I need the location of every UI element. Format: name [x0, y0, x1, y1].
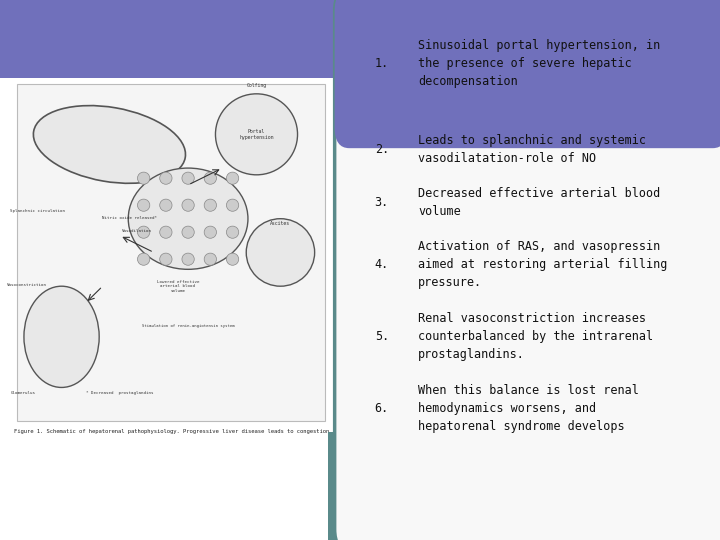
Text: Splanchnic circulation: Splanchnic circulation	[10, 209, 66, 213]
Circle shape	[204, 226, 217, 238]
FancyBboxPatch shape	[335, 0, 720, 148]
Text: Stimulation of renin-angiotensin system: Stimulation of renin-angiotensin system	[142, 323, 235, 328]
Circle shape	[182, 226, 194, 238]
Text: Figure 1. Schematic of hepatorenal pathophysiology. Progressive liver disease le: Figure 1. Schematic of hepatorenal patho…	[14, 429, 720, 434]
Text: 6.: 6.	[374, 402, 389, 415]
Circle shape	[160, 199, 172, 211]
Circle shape	[182, 172, 194, 184]
FancyBboxPatch shape	[335, 0, 720, 540]
Circle shape	[182, 199, 194, 211]
Circle shape	[138, 253, 150, 265]
Text: Activation of RAS, and vasopressin
aimed at restoring arterial filling
pressure.: Activation of RAS, and vasopressin aimed…	[418, 240, 667, 289]
Circle shape	[226, 253, 239, 265]
Circle shape	[160, 226, 172, 238]
Text: Sinusoidal portal hypertension, in
the presence of severe hepatic
decompensation: Sinusoidal portal hypertension, in the p…	[418, 39, 660, 89]
Circle shape	[246, 219, 315, 286]
Ellipse shape	[128, 168, 248, 269]
Circle shape	[226, 199, 239, 211]
Text: Lowered effective
arterial blood
volume: Lowered effective arterial blood volume	[156, 280, 199, 293]
Ellipse shape	[33, 106, 186, 183]
Text: Glomerulus: Glomerulus	[10, 391, 35, 395]
Circle shape	[160, 253, 172, 265]
Circle shape	[204, 199, 217, 211]
Text: Nitric oxide released*: Nitric oxide released*	[102, 215, 158, 220]
Circle shape	[182, 253, 194, 265]
Text: Vasoconstriction: Vasoconstriction	[7, 283, 47, 287]
Bar	[17, 84, 325, 421]
Text: Vasodilation: Vasodilation	[122, 229, 152, 233]
Bar	[328, 432, 342, 540]
Circle shape	[138, 199, 150, 211]
Text: When this balance is lost renal
hemodynamics worsens, and
hepatorenal syndrome d: When this balance is lost renal hemodyna…	[418, 384, 639, 433]
Text: 1.: 1.	[374, 57, 389, 70]
Circle shape	[138, 226, 150, 238]
Text: Renal vasoconstriction increases
counterbalanced by the intrarenal
prostaglandin: Renal vasoconstriction increases counter…	[418, 312, 654, 361]
Text: Portal
hypertension: Portal hypertension	[239, 129, 274, 140]
Text: Leads to splanchnic and systemic
vasodilatation-role of NO: Leads to splanchnic and systemic vasodil…	[418, 134, 647, 165]
Text: * Decreased  prostaglandins: * Decreased prostaglandins	[86, 391, 153, 395]
Circle shape	[204, 253, 217, 265]
Text: Ascites: Ascites	[271, 221, 290, 226]
Text: Decreased effective arterial blood
volume: Decreased effective arterial blood volum…	[418, 187, 660, 218]
Text: 2.: 2.	[374, 143, 389, 156]
Bar	[349, 107, 713, 127]
Text: Golfing: Golfing	[246, 83, 266, 88]
Circle shape	[160, 172, 172, 184]
Text: 4.: 4.	[374, 258, 389, 271]
Circle shape	[138, 172, 150, 184]
Circle shape	[215, 94, 297, 175]
Ellipse shape	[24, 286, 99, 388]
Bar	[0, 0, 342, 78]
Text: 5.: 5.	[374, 330, 389, 343]
Circle shape	[226, 172, 239, 184]
Circle shape	[204, 172, 217, 184]
Text: 3.: 3.	[374, 195, 389, 208]
Circle shape	[226, 226, 239, 238]
